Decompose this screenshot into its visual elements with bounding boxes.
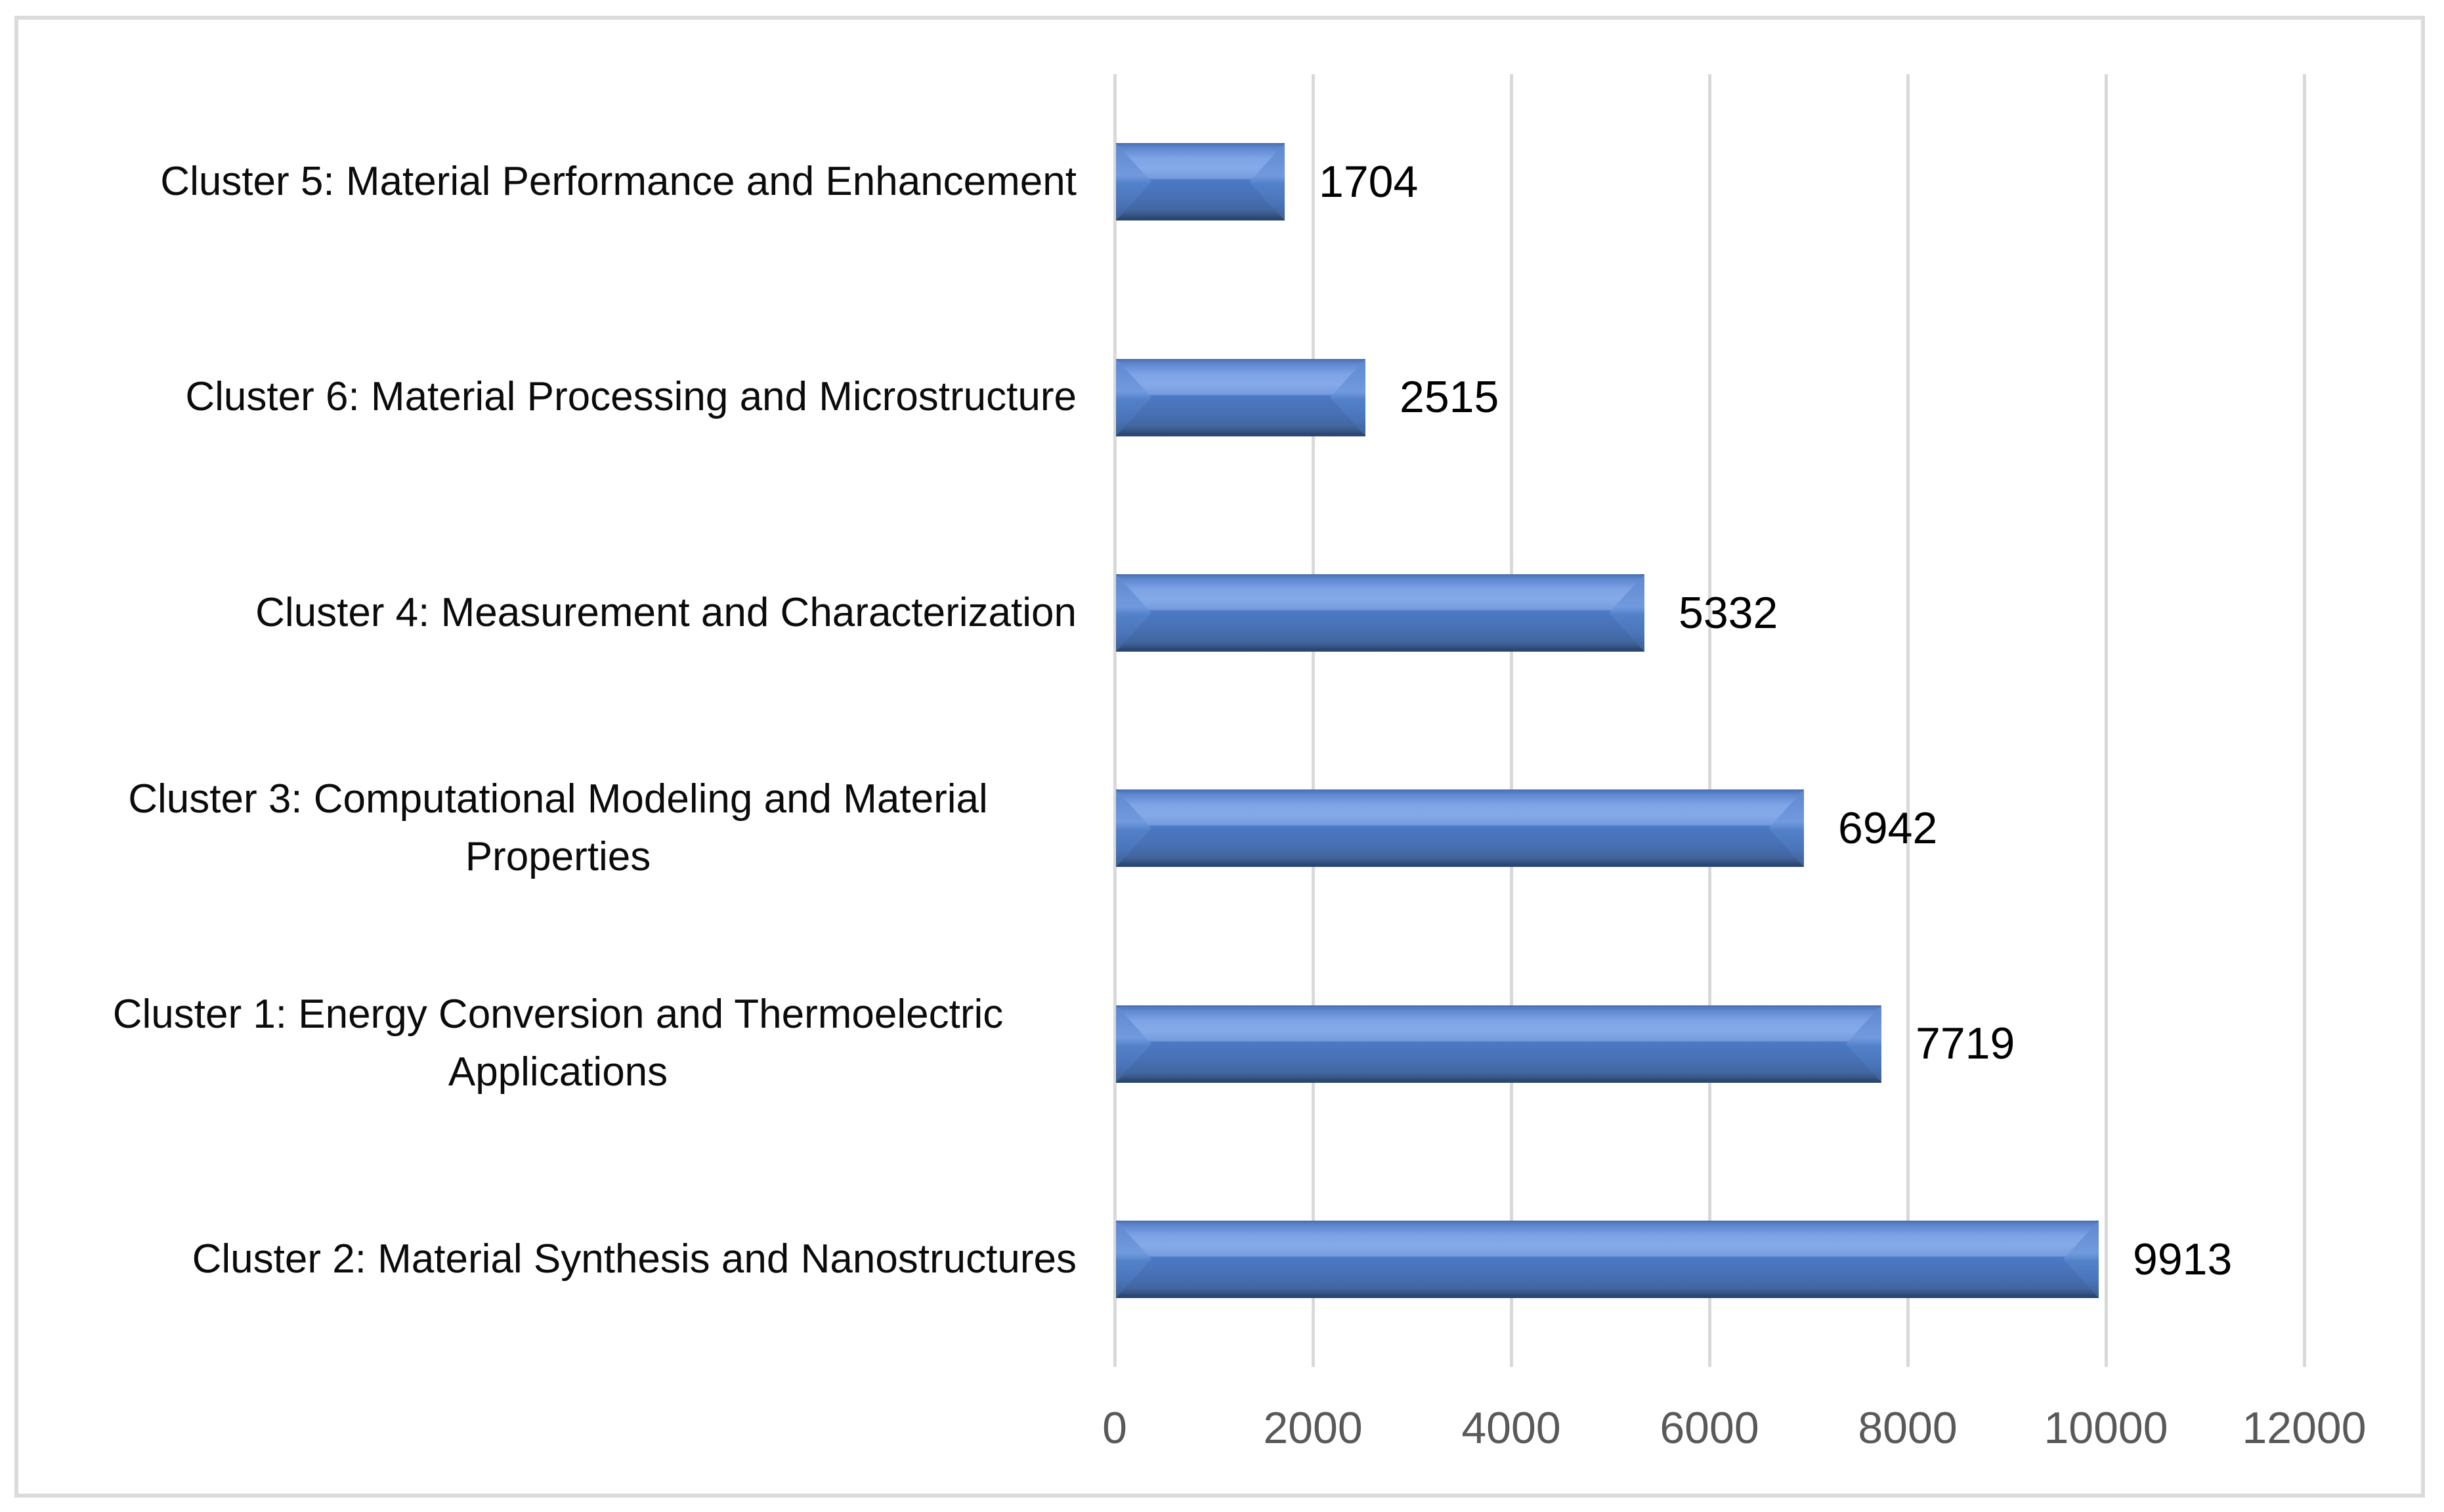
gridline	[1708, 74, 1711, 1367]
bar-value-label: 2515	[1400, 372, 1499, 423]
x-tick-label: 2000	[1263, 1403, 1363, 1453]
bar	[1116, 574, 1644, 652]
gridline	[1312, 74, 1315, 1367]
category-label-text: Cluster 5: Material Performance and Enha…	[160, 159, 1077, 205]
x-tick-label: 4000	[1461, 1403, 1561, 1453]
bar	[1116, 1005, 1881, 1083]
bar-value-label: 1704	[1319, 157, 1419, 207]
category-label-text: Cluster 3: Computational Modeling and Ma…	[128, 776, 988, 880]
category-label: Cluster 4: Measurement and Characterizat…	[39, 505, 1077, 721]
category-label: Cluster 5: Material Performance and Enha…	[39, 74, 1077, 289]
category-label-text: Cluster 4: Measurement and Characterizat…	[255, 589, 1077, 635]
x-tick-label: 0	[1102, 1403, 1127, 1453]
bar	[1116, 789, 1804, 868]
x-tick-label: 6000	[1660, 1403, 1759, 1453]
bar-value-label: 9913	[2133, 1234, 2233, 1284]
bar-value-label: 7719	[1916, 1018, 2015, 1069]
category-label: Cluster 2: Material Synthesis and Nanost…	[39, 1152, 1077, 1367]
bar-value-label: 5332	[1679, 587, 1778, 638]
x-tick-label: 12000	[2242, 1403, 2367, 1453]
category-label-text: Cluster 2: Material Synthesis and Nanost…	[192, 1236, 1077, 1282]
gridline	[1113, 74, 1117, 1367]
bar	[1116, 1220, 2099, 1298]
category-label-text: Cluster 6: Material Processing and Micro…	[185, 374, 1077, 420]
gridline	[2303, 74, 2306, 1367]
gridline	[1906, 74, 1910, 1367]
category-label: Cluster 3: Computational Modeling and Ma…	[39, 721, 1077, 936]
bar	[1116, 358, 1365, 436]
bar	[1116, 143, 1285, 221]
gridline	[1510, 74, 1513, 1367]
category-label: Cluster 6: Material Processing and Micro…	[39, 289, 1077, 505]
category-label: Cluster 1: Energy Conversion and Thermoe…	[39, 936, 1077, 1151]
x-tick-label: 10000	[2044, 1403, 2168, 1453]
category-label-text: Cluster 1: Energy Conversion and Thermoe…	[112, 992, 1004, 1095]
gridline	[2105, 74, 2108, 1367]
bar-value-label: 6942	[1838, 803, 1938, 854]
x-tick-label: 8000	[1858, 1403, 1958, 1453]
